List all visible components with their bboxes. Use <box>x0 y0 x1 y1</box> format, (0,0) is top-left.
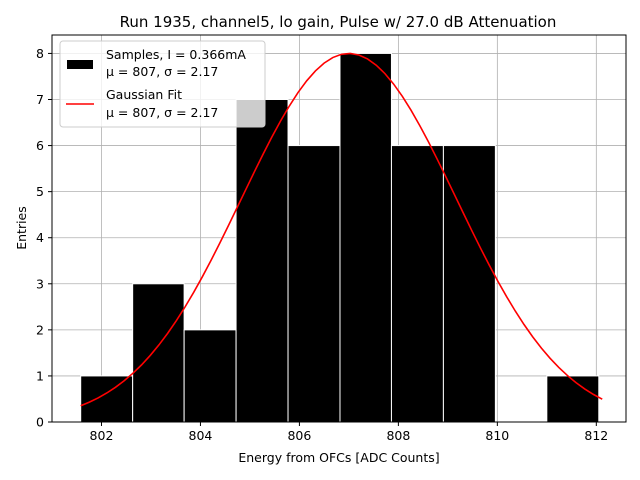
x-tick-label-812: 812 <box>584 428 608 443</box>
y-tick-label-6: 6 <box>36 138 44 153</box>
histogram-bar-1 <box>132 283 185 423</box>
x-tick-label-810: 810 <box>485 428 509 443</box>
y-tick-label-3: 3 <box>36 276 44 291</box>
histogram-bar-5 <box>339 52 392 423</box>
legend-box <box>59 40 266 128</box>
y-axis-label: Entries <box>14 206 29 250</box>
plot-frame <box>51 34 627 423</box>
y-tick-label-7: 7 <box>36 92 44 107</box>
legend-fit-stats: μ = 807, σ = 2.17 <box>106 105 218 120</box>
x-tick-label-806: 806 <box>287 428 311 443</box>
legend: Samples, I = 0.366mA μ = 807, σ = 2.17 G… <box>59 40 266 128</box>
gaussian-fit-curve <box>80 52 603 407</box>
legend-samples-label: Samples, I = 0.366mA <box>106 47 246 62</box>
histogram-bar-9 <box>546 375 600 423</box>
histogram-bar-2 <box>183 329 237 423</box>
curve-layer <box>80 52 603 407</box>
histogram-bar-3 <box>235 99 289 423</box>
x-tick-label-802: 802 <box>90 428 114 443</box>
y-tick-label-5: 5 <box>36 184 44 199</box>
ticks-layer: 802 804 806 808 810 812 0 1 2 3 4 5 6 7 8 <box>36 46 608 443</box>
x-tick-label-808: 808 <box>386 428 410 443</box>
histogram-bar-6 <box>390 145 444 423</box>
x-axis-label: Energy from OFCs [ADC Counts] <box>238 450 439 465</box>
y-tick-label-4: 4 <box>36 230 44 245</box>
y-tick-label-1: 1 <box>36 368 44 383</box>
histogram-bar-4 <box>287 145 341 423</box>
y-tick-label-0: 0 <box>36 415 44 430</box>
histogram-bar-7 <box>442 145 496 423</box>
x-tick-label-804: 804 <box>189 428 213 443</box>
histogram-bar-0 <box>80 375 134 423</box>
bars-layer <box>80 52 600 423</box>
legend-fit-label: Gaussian Fit <box>106 87 182 102</box>
y-tick-label-8: 8 <box>36 46 44 61</box>
y-tick-label-2: 2 <box>36 322 44 337</box>
legend-samples-stats: μ = 807, σ = 2.17 <box>106 64 218 79</box>
chart-title: Run 1935, channel5, lo gain, Pulse w/ 27… <box>120 13 557 31</box>
legend-samples-swatch <box>67 60 93 69</box>
